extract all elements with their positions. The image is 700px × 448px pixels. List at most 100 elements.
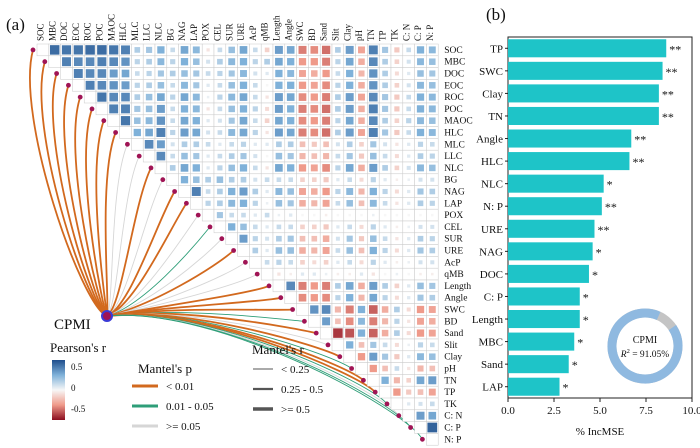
heatmap-cell	[228, 164, 235, 172]
heatmap-cell	[417, 141, 424, 147]
heatmap-cell	[240, 70, 247, 77]
heatmap-cell	[370, 235, 377, 242]
link-node-bg	[160, 177, 166, 183]
heatmap-cell	[181, 141, 188, 148]
bar-label-sand: Sand	[481, 359, 504, 371]
heatmap-cell	[170, 118, 176, 124]
heatmap-cell	[322, 235, 330, 242]
heatmap-cell	[394, 154, 399, 159]
heatmap-cell	[109, 45, 119, 55]
heatmap-cell	[382, 247, 388, 254]
heatmap-cell	[192, 164, 200, 172]
bar-label-nag: NAG	[479, 246, 503, 258]
row-label-c-p: C: P	[444, 423, 461, 433]
link-nag	[106, 191, 176, 317]
heatmap-cell	[252, 106, 258, 112]
top-label-pox: POX	[201, 22, 211, 41]
link-node-ph	[349, 366, 354, 371]
heatmap-cell	[358, 117, 365, 124]
link-soc	[29, 49, 108, 317]
heatmap-cell	[289, 213, 293, 217]
heatmap-cell-frame	[36, 43, 50, 57]
heatmap-cell	[431, 213, 434, 217]
heatmap-cell	[265, 166, 269, 170]
heatmap-cell	[287, 141, 294, 148]
heatmap-cell	[287, 164, 295, 172]
heatmap-cell	[253, 177, 258, 182]
heatmap-cell	[109, 57, 119, 67]
heatmap-cell-frame	[131, 138, 144, 151]
heatmap-cell	[310, 93, 318, 101]
heatmap-cell	[382, 153, 388, 159]
heatmap-cell-frame	[95, 102, 109, 116]
top-label-nlc: NLC	[153, 23, 163, 41]
heatmap-cell	[370, 177, 376, 183]
top-label-ure: URE	[236, 22, 246, 41]
link-node-nlc	[148, 165, 154, 171]
heatmap-cell	[346, 235, 353, 242]
heatmap-cell	[298, 293, 307, 302]
heatmap-cell-frame	[331, 338, 345, 352]
heatmap-cell	[406, 377, 412, 383]
heatmap-cell	[265, 202, 269, 205]
heatmap-cell	[394, 129, 400, 136]
heatmap-cell-frame	[119, 126, 132, 139]
heatmap-cell	[239, 199, 248, 207]
heatmap-cell	[429, 282, 436, 289]
heatmap-cell	[407, 189, 411, 194]
heatmap-cell	[193, 141, 200, 148]
heatmap-cell	[429, 236, 435, 242]
colorbar-title: Pearson's r	[50, 340, 107, 355]
heatmap-cell	[358, 82, 365, 89]
heatmap-cell	[287, 81, 295, 89]
heatmap-cell	[336, 272, 340, 276]
heatmap-cell	[205, 71, 211, 76]
row-label-swc: SWC	[444, 305, 465, 315]
heatmap-cell	[429, 117, 436, 124]
heatmap-cell-frame	[390, 397, 404, 411]
heatmap-cell	[288, 177, 294, 183]
row-label-clay: Clay	[444, 353, 462, 363]
heatmap-cell	[407, 355, 411, 359]
heatmap-cell	[346, 69, 354, 78]
heatmap-cell	[289, 272, 292, 276]
bar-label-ure: URE	[481, 224, 503, 236]
heatmap-cell	[382, 70, 388, 77]
top-label-llc: LLC	[142, 24, 152, 41]
heatmap-cell	[310, 294, 318, 302]
link-node-angle	[278, 295, 284, 301]
heatmap-cell	[298, 81, 307, 89]
row-label-bg: BG	[444, 176, 457, 186]
heatmap-cell	[216, 212, 223, 219]
heatmap-cell	[394, 165, 400, 171]
link-node-clay	[337, 354, 343, 360]
top-label-nag: NAG	[177, 21, 187, 41]
heatmap-cell	[430, 260, 435, 265]
importance-bars	[508, 39, 667, 396]
heatmap-cell	[429, 342, 435, 348]
heatmap-cell	[239, 116, 248, 125]
heatmap-cell	[192, 105, 200, 113]
row-label-length: Length	[444, 282, 471, 292]
heatmap-cell	[368, 116, 378, 126]
heatmap-cell	[252, 47, 258, 53]
row-label-sand: Sand	[444, 329, 463, 339]
heatmap-cell	[430, 224, 435, 229]
heatmap-cell	[85, 45, 95, 55]
heatmap-cell	[348, 272, 351, 276]
heatmap-cell	[369, 199, 377, 207]
bar-label-n-p: N: P	[483, 201, 503, 213]
r2-donut: CPMI R2 = 91.05%	[607, 308, 683, 384]
link-ure	[106, 249, 235, 317]
heatmap-cell	[288, 259, 294, 265]
heatmap-cell	[322, 116, 331, 125]
heatmap-cell	[252, 59, 258, 65]
heatmap-cell	[382, 283, 388, 289]
heatmap-cell	[407, 296, 411, 300]
x-tick-label: 5.0	[593, 405, 607, 417]
heatmap-cell	[383, 178, 387, 182]
row-label-llc: LLC	[444, 152, 462, 162]
heatmap-cell	[239, 81, 248, 89]
link-mbc	[40, 61, 108, 317]
heatmap-cell	[322, 187, 330, 196]
